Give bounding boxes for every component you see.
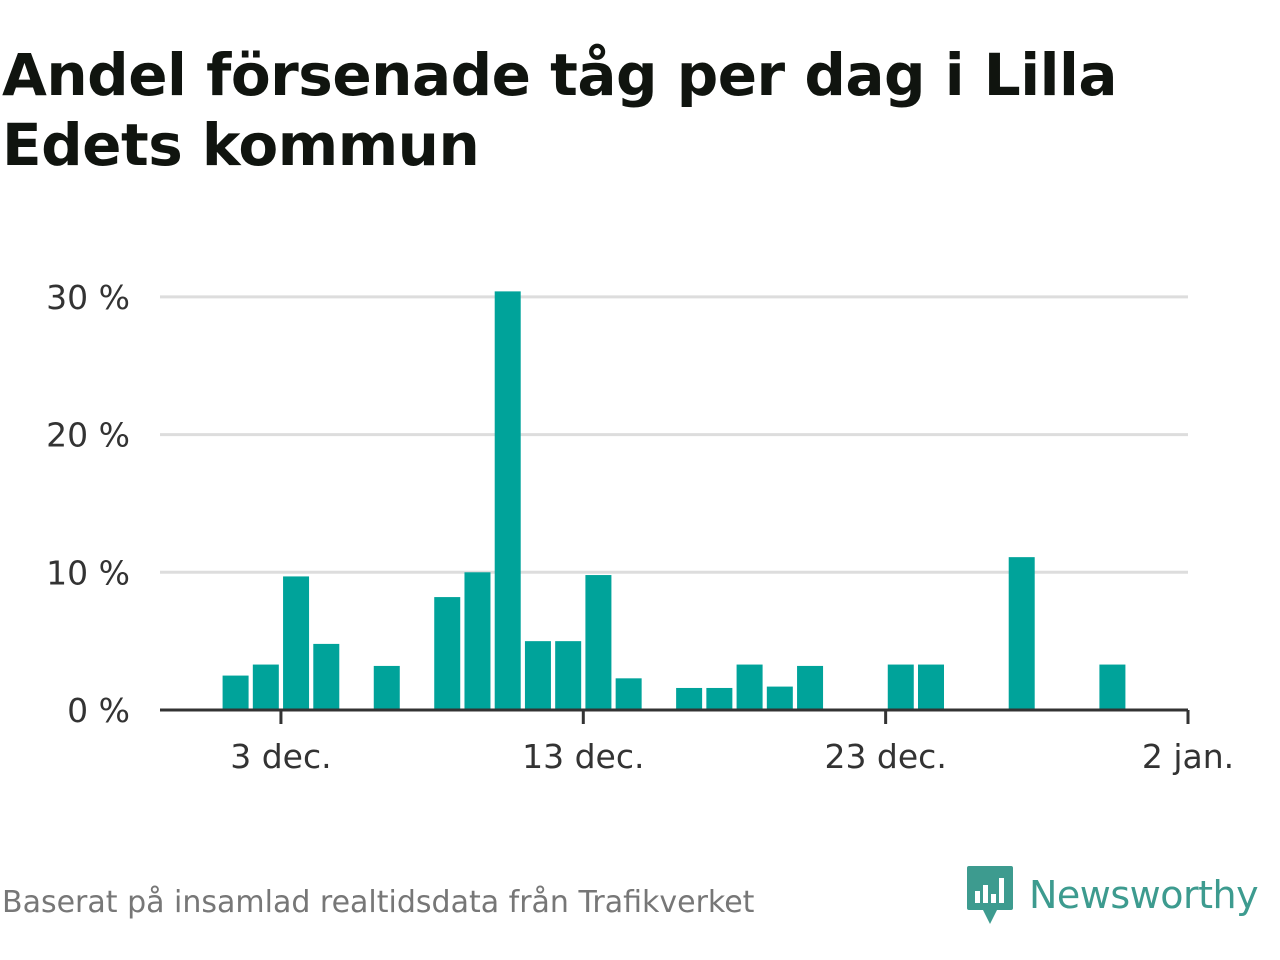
bar bbox=[555, 641, 582, 710]
bar bbox=[1099, 664, 1126, 710]
y-tick-label: 30 % bbox=[46, 278, 130, 317]
bar bbox=[524, 641, 551, 710]
x-tick-label: 23 dec. bbox=[824, 737, 946, 776]
tick-labels: 0 % 10 % 20 % 30 % 3 dec. 13 dec. 23 dec. 2 jan… bbox=[46, 278, 1234, 776]
newsworthy-logo-icon bbox=[967, 866, 1013, 924]
bar bbox=[766, 686, 793, 710]
bar bbox=[797, 665, 824, 710]
bar bbox=[917, 664, 945, 710]
x-tick-label: 3 dec. bbox=[230, 737, 331, 776]
bar bbox=[464, 572, 491, 710]
bar bbox=[676, 687, 703, 710]
gridlines bbox=[160, 295, 1188, 574]
bar bbox=[1008, 557, 1035, 710]
bar bbox=[706, 687, 733, 710]
x-tick-label: 2 jan. bbox=[1142, 737, 1234, 776]
y-tick-label: 0 % bbox=[67, 691, 130, 730]
x-axis bbox=[160, 708, 1190, 724]
chart-title: Andel försenade tåg per dag i Lilla Edet… bbox=[2, 41, 1118, 179]
bar bbox=[585, 575, 612, 710]
bar bbox=[222, 675, 249, 710]
bar bbox=[887, 664, 914, 710]
bar bbox=[736, 664, 763, 710]
bar bbox=[373, 665, 400, 710]
bar bbox=[494, 291, 521, 710]
bar-chart: 0 % 10 % 20 % 30 % 3 dec. 13 dec. 23 dec. 2 jan… bbox=[0, 260, 1280, 800]
bar bbox=[434, 597, 461, 710]
brand-logo[interactable]: Newsworthy bbox=[965, 862, 1259, 928]
source-note: Baserat på insamlad realtidsdata från Tr… bbox=[2, 885, 755, 920]
bar-chart-svg: 0 % 10 % 20 % 30 % 3 dec. 13 dec. 23 dec. 2 jan… bbox=[46, 278, 1234, 776]
y-tick-label: 20 % bbox=[46, 416, 130, 455]
x-tick-label: 13 dec. bbox=[522, 737, 644, 776]
brand-name: Newsworthy bbox=[1029, 873, 1259, 917]
bar bbox=[313, 643, 340, 710]
bar bbox=[283, 576, 310, 710]
bar bbox=[252, 664, 279, 710]
bars bbox=[222, 291, 1126, 710]
y-tick-label: 10 % bbox=[46, 553, 130, 592]
bar bbox=[615, 678, 642, 710]
